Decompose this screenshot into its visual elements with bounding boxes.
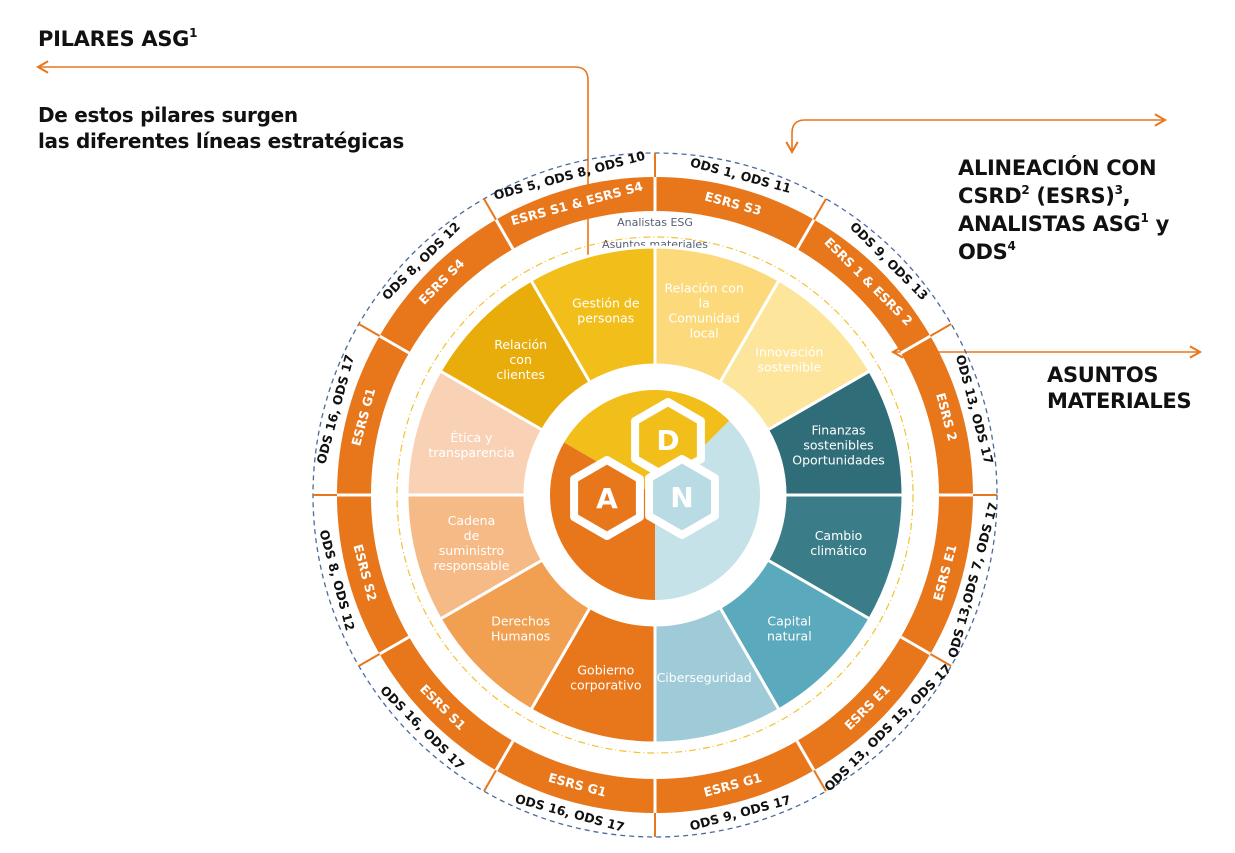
- segment-label: Derechos: [491, 613, 550, 628]
- segment-label: responsable: [434, 558, 510, 573]
- ods-divider: [813, 198, 827, 221]
- material-line: MATERIALES: [1047, 389, 1192, 413]
- superscript: 4: [1007, 239, 1016, 253]
- text: ,: [1122, 184, 1131, 208]
- alignment-line: ODS4: [958, 238, 1169, 266]
- text: ALINEACIÓN CON: [958, 156, 1157, 180]
- ring-divider: [900, 334, 932, 355]
- text: ODS: [958, 240, 1008, 264]
- segment-label: Relación con: [665, 280, 744, 295]
- text: y: [1148, 212, 1170, 236]
- hexagon-letter: N: [670, 481, 693, 514]
- ods-divider: [929, 323, 952, 337]
- segment-label: climático: [810, 543, 867, 558]
- superscript: 3: [1114, 183, 1123, 197]
- segment-label: clientes: [496, 367, 545, 382]
- segment-label: Gobierno: [577, 663, 634, 678]
- segment-label: natural: [767, 628, 812, 643]
- text: PILARES ASG: [38, 27, 190, 51]
- segment-label: Humanos: [491, 628, 550, 643]
- ring-divider: [378, 334, 410, 355]
- segment-label: Gestión de: [572, 295, 640, 310]
- segment-label: Relación: [494, 337, 547, 352]
- material-line: ASUNTOS: [1047, 363, 1159, 387]
- segment-label: suministro: [439, 543, 504, 558]
- segment-label: local: [690, 325, 719, 340]
- segment-label: Comunidad: [668, 310, 739, 325]
- segment-label: sostenibles: [803, 437, 873, 452]
- ring-divider: [494, 740, 515, 772]
- segment-label: Cadena: [448, 513, 496, 528]
- segment-label: Oportunidades: [792, 452, 885, 467]
- ods-divider: [358, 653, 381, 667]
- alignment-line: ANALISTAS ASG1 y: [958, 210, 1169, 238]
- superscript: 1: [1140, 211, 1149, 225]
- hexagon-letter: A: [596, 482, 618, 515]
- ring-divider: [795, 740, 816, 772]
- segment-label: corporativo: [570, 678, 641, 693]
- segment-label: sostenible: [757, 360, 821, 375]
- superscript: 2: [1021, 183, 1030, 197]
- segment-label: Ética y: [450, 430, 493, 445]
- material-dashed-circle: [396, 236, 914, 754]
- ods-divider: [358, 323, 381, 337]
- alignment-callout: ALINEACIÓN CON CSRD2 (ESRS)3, ANALISTAS AS…: [958, 154, 1169, 266]
- ods-divider: [813, 769, 827, 792]
- segment-label: Finanzas: [812, 422, 866, 437]
- alignment-line: ALINEACIÓN CON: [958, 154, 1169, 182]
- segment-label: Ciberseguridad: [657, 670, 752, 685]
- segment-label: de: [464, 528, 480, 543]
- pillars-title: PILARES ASG1: [38, 26, 197, 53]
- alignment-line: CSRD2 (ESRS)3,: [958, 182, 1169, 210]
- ods-divider: [929, 653, 952, 667]
- segment-label: Innovación: [755, 345, 823, 360]
- pillars-arrow: [35, 60, 595, 395]
- segment-label: Cambio: [815, 528, 863, 543]
- analysts-label: Analistas ESG: [617, 216, 693, 229]
- segment-label: transparencia: [428, 445, 514, 460]
- ring-divider: [378, 635, 410, 656]
- text: (ESRS): [1029, 184, 1115, 208]
- ods-divider: [483, 198, 497, 221]
- segment-label: la: [699, 295, 710, 310]
- material-callout: ASUNTOS MATERIALES: [1047, 362, 1192, 414]
- ring-divider: [900, 635, 932, 656]
- text: CSRD: [958, 184, 1022, 208]
- superscript: 1: [189, 26, 198, 40]
- segment-label: personas: [577, 310, 634, 325]
- ring-divider: [494, 218, 515, 250]
- segment-label: con: [509, 352, 531, 367]
- segment-label: Capital: [767, 613, 811, 628]
- hexagon-letter: D: [656, 424, 679, 457]
- alignment-arrow: [785, 113, 1168, 155]
- hexagon: [570, 456, 644, 540]
- ods-divider: [483, 769, 497, 792]
- hexagon: [645, 455, 719, 539]
- ring-divider: [795, 218, 816, 250]
- text: ANALISTAS ASG: [958, 212, 1141, 236]
